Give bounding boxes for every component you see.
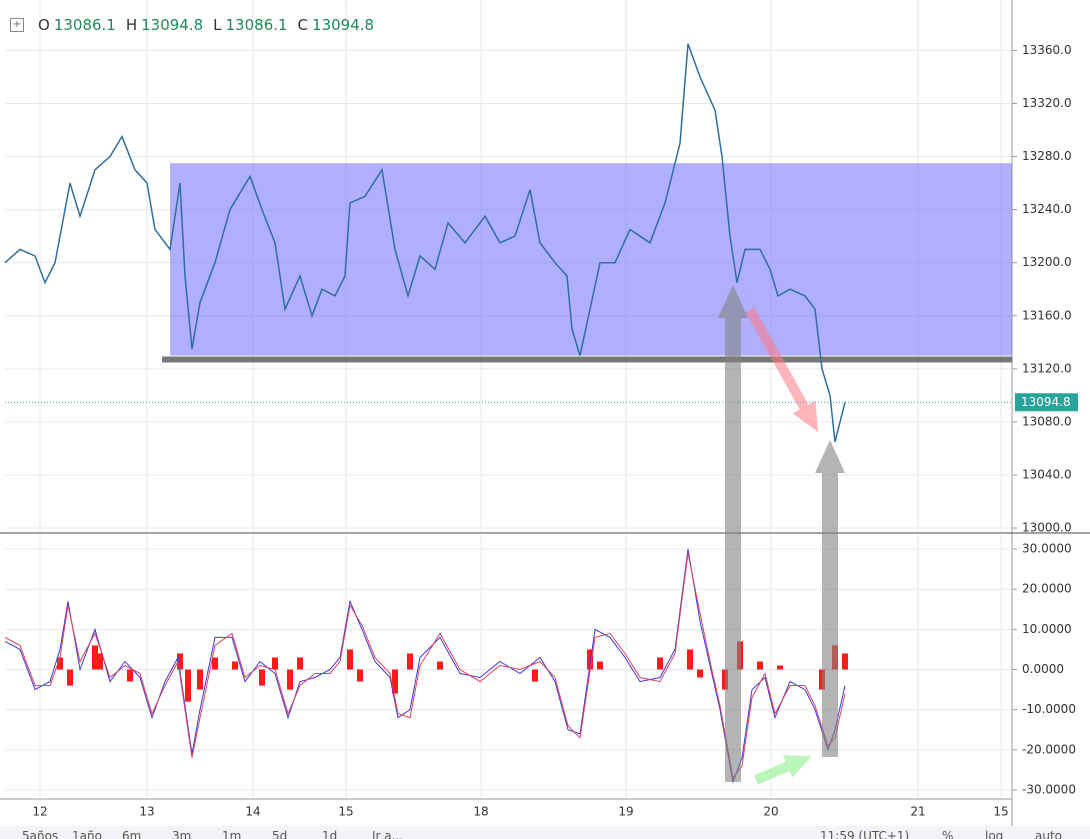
histogram-bar [67, 669, 73, 686]
y-tick-label: 13200.0 [1022, 255, 1072, 269]
ohlc-value: 13086.1 [225, 16, 288, 34]
y-tick-label: 13040.0 [1022, 467, 1072, 481]
y-tick-label: 30.0000 [1022, 542, 1072, 556]
arrow-head [815, 440, 845, 473]
y-tick-label: 13280.0 [1022, 149, 1072, 163]
arrow-shaft [754, 761, 790, 785]
x-tick-label: 21 [910, 805, 925, 819]
line [4, 553, 846, 780]
y-tick-label: 10.0000 [1022, 622, 1072, 636]
toolbar: 5años 1año 6m 3m 1m 5d 1d Ir a... 11:59 (UTC+1)%… [0, 826, 1090, 839]
histogram-bar [697, 669, 703, 678]
ohlc-key: L [213, 16, 222, 34]
last-price-label: 13094.8 [1021, 395, 1071, 409]
toolbar-button[interactable]: 11:59 (UTC+1) [820, 829, 910, 839]
arrow-head [792, 400, 818, 432]
range-button[interactable]: 5años [22, 829, 59, 839]
histogram-bar [587, 649, 593, 670]
x-tick-label: 14 [245, 805, 260, 819]
y-tick-label: 13080.0 [1022, 414, 1072, 428]
y-tick-label: -10.0000 [1022, 702, 1076, 716]
toolbar-button[interactable]: auto [1035, 829, 1063, 839]
y-tick-label: 13320.0 [1022, 96, 1072, 110]
range-button[interactable]: 6m [122, 829, 142, 839]
x-tick-label: 20 [763, 805, 778, 819]
histogram-bar [597, 661, 603, 670]
histogram-bar [197, 669, 203, 690]
histogram-bar [177, 653, 183, 670]
last-price-tag [1015, 393, 1078, 412]
histogram-bar [212, 657, 218, 670]
histogram-bar [657, 657, 663, 670]
ohlc-value: 13094.8 [312, 16, 375, 34]
annotations [718, 285, 845, 785]
x-tick-label: 18 [473, 805, 488, 819]
ohlc-value: 13086.1 [53, 16, 116, 34]
histogram-bar [757, 661, 763, 670]
histogram-bar [57, 657, 63, 670]
x-tick-label: 15 [338, 805, 353, 819]
range-box [170, 163, 1012, 356]
histogram-bar [392, 669, 398, 694]
x-tick-label: 13 [139, 805, 154, 819]
histogram-bar [532, 669, 538, 682]
histogram-bar [185, 669, 191, 702]
histogram-bar [97, 653, 103, 670]
y-tick-label: 13360.0 [1022, 43, 1072, 57]
arrow-head [783, 755, 812, 778]
x-tick-label: 19 [618, 805, 633, 819]
line [4, 43, 846, 442]
y-tick-label: 13240.0 [1022, 202, 1072, 216]
arrow-head [718, 285, 748, 318]
range-button[interactable]: 3m [172, 829, 192, 839]
icon: + [10, 18, 24, 32]
y-tick-label: 13160.0 [1022, 308, 1072, 322]
histogram-bar [232, 661, 238, 670]
arrow-shaft [745, 307, 809, 410]
ohlc-value: 13094.8 [141, 16, 204, 34]
range-button[interactable]: 1d [322, 829, 338, 839]
histogram-bar [347, 649, 353, 670]
histogram-bar [127, 669, 133, 682]
y-tick-label: 13000.0 [1022, 521, 1072, 535]
y-tick-label: 20.0000 [1022, 582, 1072, 596]
line [4, 549, 846, 784]
histogram-bar [259, 669, 265, 686]
toolbar-button[interactable]: % [942, 829, 954, 839]
y-tick-label: -20.0000 [1022, 742, 1076, 756]
histogram-bar [777, 665, 783, 670]
histogram-bar [272, 657, 278, 670]
ohlc-header: + O 13086.1 H 13094.8 L 13086.1 C 13094.8 [10, 16, 374, 34]
histogram-bar [287, 669, 293, 690]
x-tick-label: 15 [993, 805, 1008, 819]
range-button[interactable]: 5d [272, 829, 288, 839]
ohlc-key: H [125, 16, 138, 34]
y-tick-label: 0.0000 [1022, 662, 1064, 676]
histogram-bar [357, 669, 363, 682]
ohlc-key: O [38, 16, 50, 34]
histogram-bar [842, 653, 848, 670]
x-tick-label: 12 [32, 805, 47, 819]
toolbar-button[interactable]: log [985, 829, 1004, 839]
histogram-bar [437, 661, 443, 670]
histogram-bar [297, 657, 303, 670]
histogram-bar [687, 649, 693, 670]
range-button[interactable]: 1m [222, 829, 242, 839]
ohlc-key: C [297, 16, 309, 34]
histogram-bar [407, 653, 413, 670]
range-button[interactable]: 1año [72, 829, 102, 839]
y-tick-label: 13120.0 [1022, 361, 1072, 375]
range-button[interactable]: Ir a... [372, 829, 404, 839]
y-tick-label: -30.0000 [1022, 782, 1076, 796]
histogram-bar [92, 645, 98, 670]
